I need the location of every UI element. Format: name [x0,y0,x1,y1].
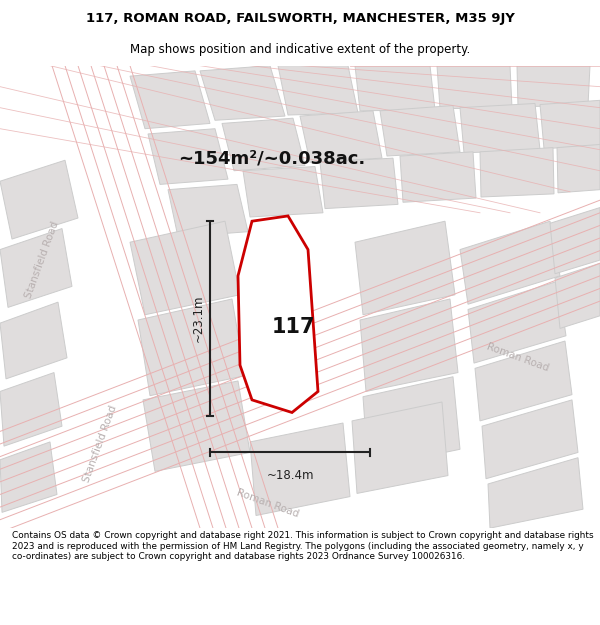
Text: Stansfield Road: Stansfield Road [23,220,61,300]
Text: Roman Road: Roman Road [236,487,301,519]
Polygon shape [482,400,578,479]
Polygon shape [360,299,458,391]
Polygon shape [0,442,57,512]
Polygon shape [363,377,460,468]
Polygon shape [278,66,358,115]
Polygon shape [243,166,323,217]
Polygon shape [250,423,350,516]
Polygon shape [222,118,305,171]
Polygon shape [557,144,600,192]
Polygon shape [352,402,448,493]
Polygon shape [0,229,72,308]
Text: 117, ROMAN ROAD, FAILSWORTH, MANCHESTER, M35 9JY: 117, ROMAN ROAD, FAILSWORTH, MANCHESTER,… [86,12,514,25]
Polygon shape [130,221,240,315]
Polygon shape [148,129,228,184]
Polygon shape [355,66,435,111]
Polygon shape [480,148,554,197]
Polygon shape [138,299,245,396]
Polygon shape [460,104,540,153]
Polygon shape [468,281,566,363]
Text: Roman Road: Roman Road [485,342,550,374]
Polygon shape [460,221,560,304]
Polygon shape [400,152,476,202]
Polygon shape [0,302,67,379]
Polygon shape [550,208,600,274]
Polygon shape [168,184,248,237]
Text: ~18.4m: ~18.4m [266,469,314,482]
Text: ~154m²/~0.038ac.: ~154m²/~0.038ac. [178,149,365,167]
Text: Map shows position and indicative extent of the property.: Map shows position and indicative extent… [130,42,470,56]
Polygon shape [200,66,285,120]
Polygon shape [355,221,455,315]
Polygon shape [437,66,512,109]
Polygon shape [517,66,590,107]
Polygon shape [238,216,318,412]
Text: Stansfield Road: Stansfield Road [82,404,119,484]
Polygon shape [555,263,600,328]
Text: 117: 117 [272,317,315,337]
Text: Contains OS data © Crown copyright and database right 2021. This information is : Contains OS data © Crown copyright and d… [12,531,593,561]
Text: ~23.1m: ~23.1m [191,294,205,342]
Polygon shape [380,106,460,156]
Polygon shape [0,160,78,239]
Polygon shape [320,158,398,209]
Polygon shape [130,71,210,129]
Polygon shape [143,381,250,471]
Polygon shape [488,458,583,528]
Polygon shape [540,100,600,149]
Polygon shape [475,341,572,421]
Polygon shape [300,111,382,162]
Polygon shape [0,372,62,446]
